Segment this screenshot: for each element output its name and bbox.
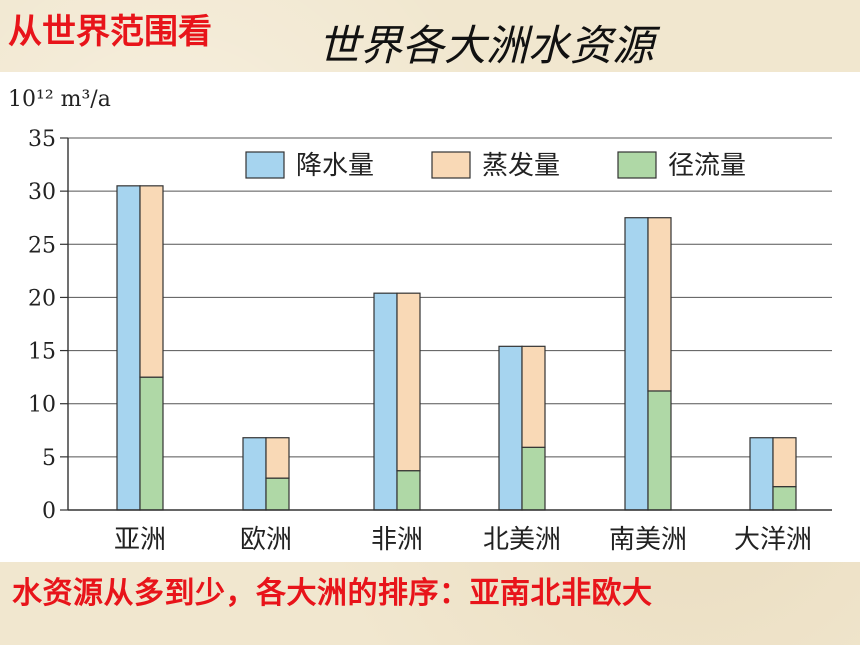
heading-from-world-scope: 从世界范围看 [8, 12, 212, 52]
bar-runoff [647, 390, 672, 511]
bar-precipitation [116, 185, 141, 511]
bar-runoff [139, 376, 164, 511]
bar-runoff [521, 446, 546, 511]
bar-runoff [772, 486, 797, 511]
bar-precipitation [373, 292, 398, 511]
bar-precipitation [624, 217, 649, 511]
bar-precipitation [498, 345, 523, 511]
y-tick-label: 30 [28, 180, 56, 205]
bottom-summary-note: 水资源从多到少，各大洲的排序：亚南北非欧大 [12, 576, 653, 611]
y-tick-label: 20 [28, 286, 56, 311]
bar-runoff [265, 477, 290, 511]
y-tick-label: 35 [28, 127, 56, 152]
legend-label: 降水量 [296, 151, 374, 181]
bar-runoff [396, 470, 421, 511]
y-tick-label: 5 [42, 446, 56, 471]
y-tick-label: 0 [42, 499, 56, 524]
page-title: 世界各大洲水资源 [318, 21, 655, 70]
x-category-label: 南美洲 [609, 525, 687, 555]
bar-precipitation [242, 437, 267, 511]
bar-precipitation [749, 437, 774, 511]
legend-label: 蒸发量 [482, 151, 560, 181]
x-category-label: 非洲 [371, 525, 423, 555]
y-tick-label: 25 [28, 233, 56, 258]
bar-evaporation [139, 185, 164, 378]
bar-evaporation [647, 217, 672, 392]
y-axis-unit-label: 10¹² m³/a [8, 87, 111, 112]
bar-evaporation [265, 437, 290, 479]
y-tick-label: 10 [28, 393, 56, 418]
y-tick-label: 15 [28, 340, 56, 365]
x-category-label: 欧洲 [240, 525, 292, 555]
legend-label: 径流量 [668, 151, 746, 181]
bar-evaporation [772, 437, 797, 488]
chart-panel: 0 5 10 15 20 25 30 35 亚洲 欧洲 非洲 北美洲 南美洲 大洋洲 降水量 蒸发量 径流量 … [0, 72, 860, 562]
legend-swatch [431, 151, 471, 179]
x-category-label: 亚洲 [114, 525, 166, 555]
legend-swatch [245, 151, 285, 179]
bar-evaporation [396, 292, 421, 472]
legend-swatch [617, 151, 657, 179]
x-category-label: 北美洲 [483, 525, 561, 555]
bar-evaporation [521, 345, 546, 448]
x-category-label: 大洋洲 [734, 525, 812, 555]
